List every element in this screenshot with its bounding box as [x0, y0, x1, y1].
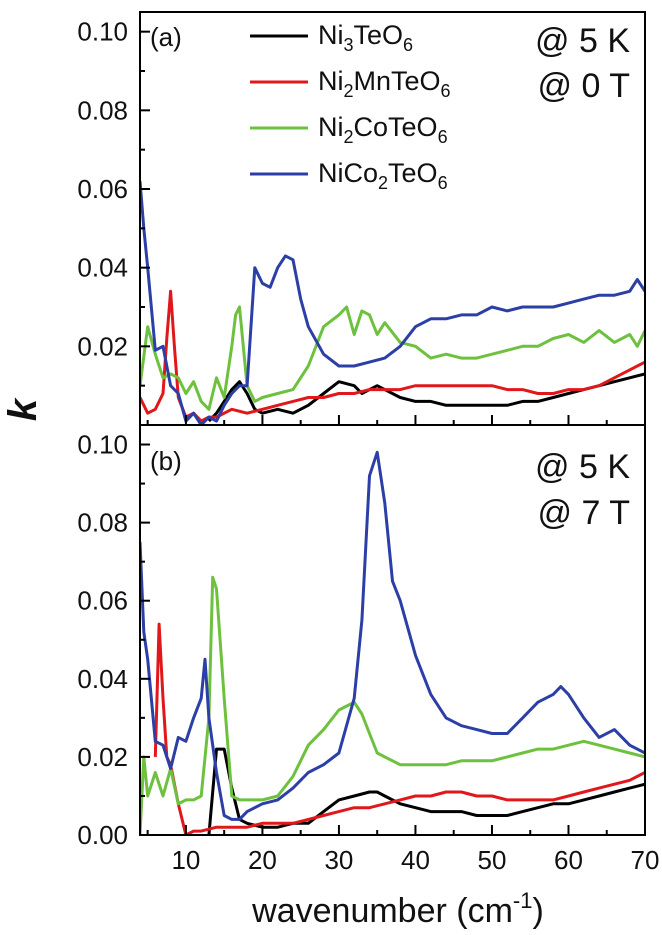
legend-item-ni2mnteo6: Ni2MnTeO6	[250, 66, 451, 101]
x-tick-label: 10	[171, 845, 200, 875]
x-tick-label: 30	[324, 845, 353, 875]
y-tick-label: 0.10	[77, 430, 128, 460]
y-tick-label: 0.02	[77, 331, 128, 361]
panel-b-condition-temp: @ 5 K	[535, 448, 630, 486]
panel-a-series-group	[140, 180, 645, 425]
panel-a-label: (a)	[150, 22, 182, 52]
series-line-nico2teo6	[140, 450, 645, 821]
y-tick-label: 0.10	[77, 17, 128, 47]
series-line-ni2mnteo6	[140, 289, 645, 423]
panel-a-ticks: 0.02 0.04 0.06 0.08 0.10	[77, 17, 646, 426]
legend-label: Ni3TeO6	[318, 20, 413, 55]
panel-b-label: (b)	[150, 446, 182, 476]
y-tick-label: 0.08	[77, 95, 128, 125]
series-line-ni2coteo6	[140, 305, 645, 411]
panel-b-frame	[139, 424, 646, 836]
series-line-ni2coteo6	[140, 575, 645, 835]
legend-label: Ni2CoTeO6	[318, 112, 448, 147]
x-tick-label: 70	[631, 845, 660, 875]
x-tick-label: 50	[478, 845, 507, 875]
x-tick-label: 20	[248, 845, 277, 875]
legend-item-ni3teo6: Ni3TeO6	[250, 20, 413, 55]
y-tick-label: 0.04	[77, 664, 128, 694]
panel-b-condition-field: @ 7 T	[538, 494, 630, 532]
legend-item-ni2coteo6: Ni2CoTeO6	[250, 112, 448, 147]
panel-a-condition-field: @ 0 T	[538, 67, 630, 105]
y-tick-label: 0.00	[77, 820, 128, 850]
panel-b-ticks: 10 20 30 40 50 60 70 0.00 0.02 0.04 0.06 0.08 0.10	[77, 430, 659, 875]
series-line-nico2teo6	[140, 180, 645, 425]
legend-label: Ni2MnTeO6	[318, 66, 451, 101]
panel-a: 0.02 0.04 0.06 0.08 0.10 (a) @ 5 K @ 0 T Ni3…	[77, 11, 646, 426]
panel-a-condition-temp: @ 5 K	[535, 22, 630, 60]
x-tick-label: 60	[554, 845, 583, 875]
x-axis-title: wavenumber (cm-1)	[251, 888, 544, 930]
legend: Ni3TeO6 Ni2MnTeO6 Ni2CoTeO6 NiCo2TeO6	[250, 20, 451, 193]
legend-label: NiCo2TeO6	[318, 158, 448, 193]
panel-b: 10 20 30 40 50 60 70 0.00 0.02 0.04 0.06 0.08 0.10 (…	[77, 424, 659, 875]
y-tick-label: 0.08	[77, 508, 128, 538]
y-tick-label: 0.06	[77, 586, 128, 616]
x-tick-label: 40	[401, 845, 430, 875]
series-line-ni3teo6	[207, 372, 645, 423]
legend-item-nico2teo6: NiCo2TeO6	[250, 158, 448, 193]
y-tick-label: 0.02	[77, 742, 128, 772]
y-tick-label: 0.06	[77, 174, 128, 204]
y-tick-label: 0.04	[77, 253, 128, 283]
y-axis-title: k	[1, 397, 45, 421]
